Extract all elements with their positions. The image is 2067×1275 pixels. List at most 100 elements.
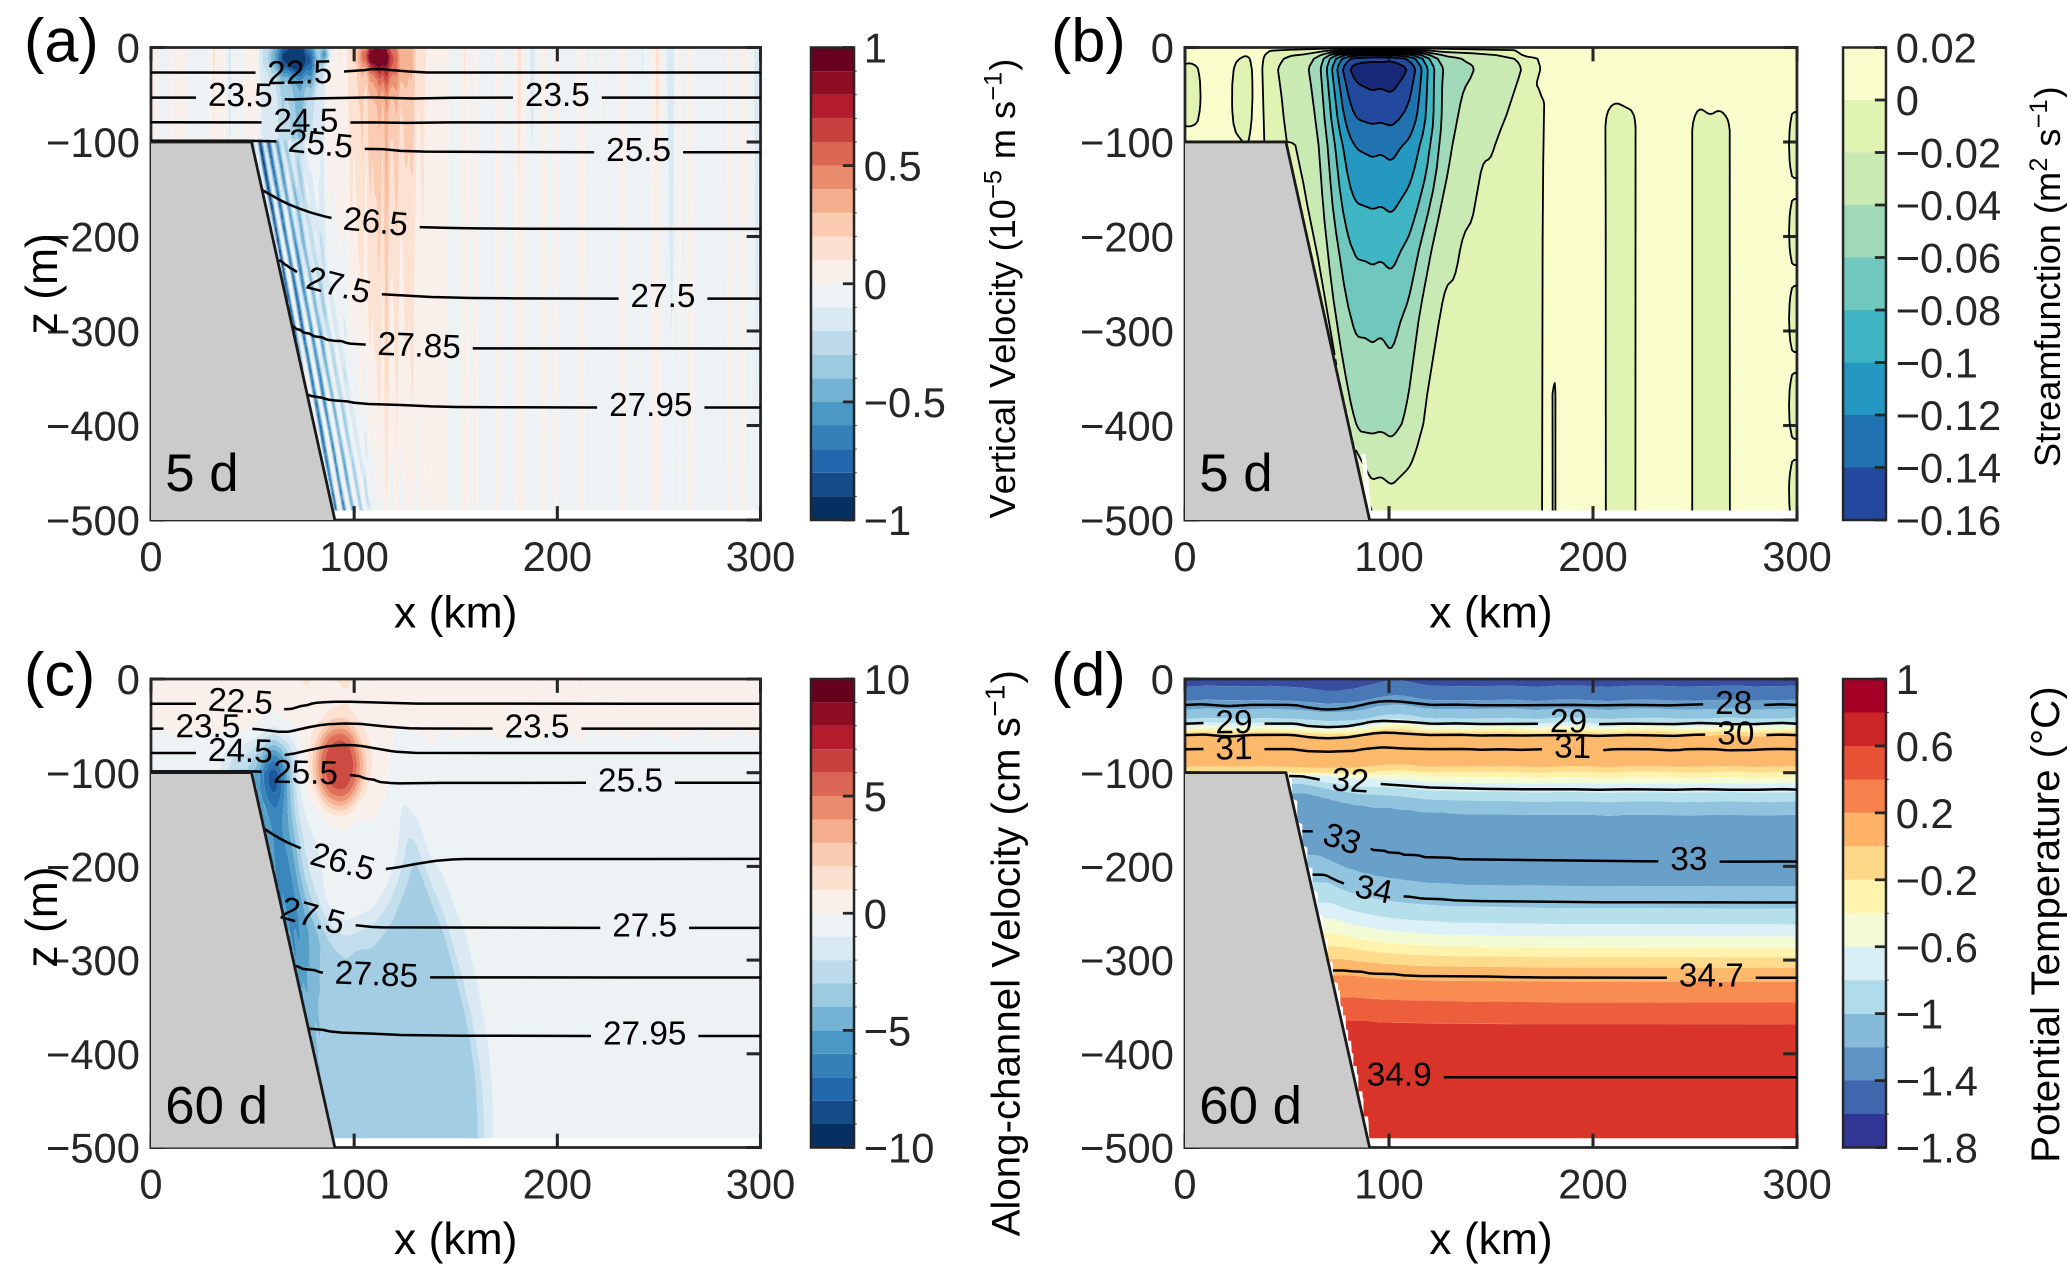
svg-text:60 d: 60 d (1199, 1076, 1302, 1135)
svg-text:0: 0 (864, 261, 887, 308)
svg-text:−300: −300 (46, 308, 140, 355)
svg-text:27.85: 27.85 (334, 954, 419, 995)
svg-text:27.85: 27.85 (377, 326, 462, 366)
svg-text:200: 200 (523, 1161, 593, 1208)
svg-text:0: 0 (1173, 533, 1196, 580)
svg-text:34.9: 34.9 (1367, 1057, 1432, 1094)
svg-text:−200: −200 (1080, 214, 1174, 261)
svg-text:(d): (d) (1051, 640, 1126, 708)
svg-text:28: 28 (1715, 685, 1752, 722)
svg-text:−300: −300 (46, 937, 140, 984)
svg-text:−0.2: −0.2 (1896, 857, 1978, 904)
svg-text:z (m): z (m) (18, 866, 67, 967)
svg-text:24.5: 24.5 (208, 732, 274, 771)
svg-text:25.5: 25.5 (273, 754, 339, 792)
svg-text:A l o n: A l o n g - c h a n n e l V e l o c i t … (978, 664, 1028, 1237)
svg-text:0: 0 (117, 656, 140, 703)
svg-text:0.02: 0.02 (1896, 25, 1977, 72)
svg-text:−300: −300 (1080, 937, 1174, 984)
svg-text:−100: −100 (46, 119, 140, 166)
svg-text:−5: −5 (864, 1007, 912, 1054)
svg-text:−500: −500 (1080, 497, 1174, 544)
svg-text:V e r t: V e r t i c a l V e l o c i t y ( 1 0 m (980, 53, 1023, 519)
svg-text:−0.12: −0.12 (1896, 392, 2001, 439)
svg-text:23.5: 23.5 (175, 708, 240, 745)
svg-text:−0.1: −0.1 (1896, 340, 1978, 387)
svg-text:200: 200 (523, 533, 593, 580)
svg-text:27.95: 27.95 (603, 1016, 686, 1053)
svg-text:−200: −200 (1080, 844, 1174, 891)
svg-text:−500: −500 (46, 497, 140, 544)
svg-text:26.5: 26.5 (341, 201, 409, 244)
svg-text:31: 31 (1554, 728, 1592, 766)
svg-text:x (km): x (km) (394, 588, 517, 637)
svg-text:−400: −400 (1080, 1031, 1174, 1078)
svg-text:0: 0 (1896, 77, 1919, 124)
svg-text:30: 30 (1717, 715, 1754, 752)
svg-text:0: 0 (1151, 25, 1174, 72)
svg-text:0.6: 0.6 (1896, 723, 1954, 770)
svg-text:5 d: 5 d (165, 444, 238, 503)
svg-text:32: 32 (1331, 761, 1370, 800)
svg-text:23.5: 23.5 (208, 77, 273, 115)
svg-text:200: 200 (1558, 1161, 1628, 1208)
svg-text:25.5: 25.5 (598, 762, 663, 799)
svg-text:−0.6: −0.6 (1896, 924, 1978, 971)
svg-text:0: 0 (139, 533, 162, 580)
svg-text:27.5: 27.5 (612, 908, 677, 945)
svg-text:−1.8: −1.8 (1896, 1125, 1978, 1172)
svg-text:−200: −200 (46, 844, 140, 891)
svg-text:−500: −500 (1080, 1125, 1174, 1172)
svg-text:−10: −10 (864, 1125, 935, 1172)
svg-text:23.5: 23.5 (525, 77, 590, 114)
svg-text:10: 10 (864, 656, 910, 703)
svg-text:25.5: 25.5 (286, 123, 354, 166)
svg-text:60 d: 60 d (165, 1076, 268, 1135)
svg-text:1: 1 (1896, 656, 1919, 703)
svg-text:−200: −200 (46, 214, 140, 261)
svg-text:S t r e: S t r e a m f u n c t i o n ( m s ) 2 − … (2025, 80, 2067, 467)
svg-text:−0.14: −0.14 (1896, 445, 2001, 492)
svg-text:−1.4: −1.4 (1896, 1058, 1978, 1105)
svg-text:−0.02: −0.02 (1896, 130, 2001, 177)
svg-text:Potential Temperature (°C): Potential Temperature (°C) (2023, 686, 2067, 1162)
svg-text:0: 0 (139, 1161, 162, 1208)
svg-text:34: 34 (1352, 868, 1396, 912)
svg-text:5 d: 5 d (1199, 444, 1272, 503)
svg-text:27.95: 27.95 (609, 387, 692, 424)
svg-text:−1: −1 (1896, 991, 1943, 1038)
svg-text:22.5: 22.5 (207, 681, 274, 722)
svg-text:z (m): z (m) (18, 233, 67, 334)
svg-text:29: 29 (1550, 703, 1587, 740)
svg-text:27.5: 27.5 (631, 278, 696, 315)
svg-text:0: 0 (1151, 656, 1174, 703)
svg-text:(c): (c) (24, 640, 95, 708)
svg-text:33: 33 (1670, 841, 1707, 878)
svg-text:29: 29 (1215, 704, 1252, 741)
svg-text:−1: −1 (864, 497, 912, 544)
svg-text:−0.04: −0.04 (1896, 182, 2001, 229)
svg-text:5: 5 (864, 773, 887, 820)
svg-text:−400: −400 (46, 1031, 140, 1078)
svg-text:−0.5: −0.5 (864, 379, 946, 426)
svg-text:−0.08: −0.08 (1896, 287, 2001, 334)
svg-text:0.2: 0.2 (1896, 790, 1954, 837)
svg-text:−100: −100 (1080, 750, 1174, 797)
svg-text:−400: −400 (1080, 403, 1174, 450)
svg-text:24.5: 24.5 (273, 103, 338, 140)
svg-text:x (km): x (km) (394, 1215, 517, 1264)
svg-text:100: 100 (1354, 533, 1424, 580)
svg-text:25.5: 25.5 (606, 132, 671, 169)
svg-text:300: 300 (1762, 533, 1832, 580)
svg-text:300: 300 (726, 533, 796, 580)
svg-text:31: 31 (1215, 730, 1253, 767)
svg-text:−300: −300 (1080, 308, 1174, 355)
svg-text:−500: −500 (46, 1125, 140, 1172)
svg-text:−100: −100 (1080, 119, 1174, 166)
svg-text:0: 0 (864, 890, 887, 937)
svg-text:−100: −100 (46, 750, 140, 797)
svg-text:22.5: 22.5 (267, 54, 333, 92)
svg-text:100: 100 (319, 1161, 389, 1208)
svg-text:0: 0 (1173, 1161, 1196, 1208)
svg-text:−400: −400 (46, 403, 140, 450)
